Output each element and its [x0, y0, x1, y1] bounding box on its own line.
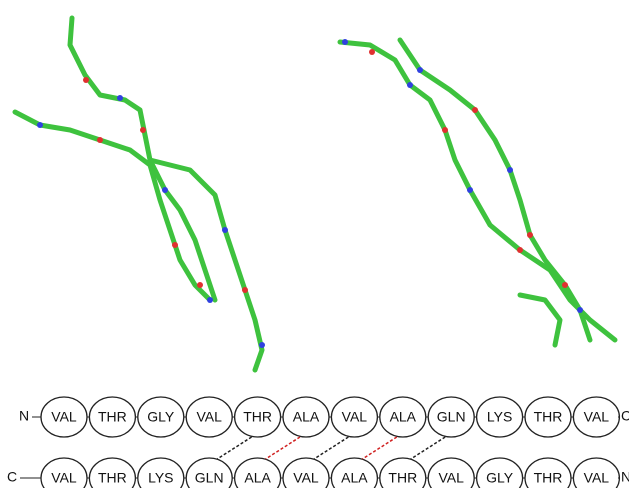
sequence-diagram: VAL THR GLY VAL THR ALA VAL ALA GLN LYS THR VAL N C VA…: [7, 396, 629, 488]
hydrogen-bond: [361, 436, 398, 460]
terminus-label: N: [621, 469, 629, 485]
residue-label: GLY: [486, 470, 514, 486]
residue-label: ALA: [390, 409, 417, 425]
right-structure: [337, 37, 618, 348]
residue-label: GLN: [195, 470, 224, 486]
residue-label: VAL: [51, 409, 77, 425]
terminus-label: C: [7, 469, 17, 485]
residue-label: VAL: [293, 470, 319, 486]
residue-label: THR: [534, 409, 563, 425]
residue-label: THR: [98, 409, 127, 425]
residue-label: VAL: [51, 470, 77, 486]
hydrogen-bond: [313, 436, 349, 460]
residue-label: VAL: [584, 470, 610, 486]
terminus-label: C: [621, 408, 629, 424]
residue-label: LYS: [148, 470, 173, 486]
residue-label: VAL: [342, 409, 368, 425]
residue-label: GLY: [147, 409, 175, 425]
residue-label: VAL: [196, 409, 222, 425]
left-structure: [12, 15, 265, 373]
residue-label: ALA: [341, 470, 368, 486]
residue-label: GLN: [437, 409, 466, 425]
residue-label: VAL: [584, 409, 610, 425]
backbone: [12, 109, 213, 303]
residue-label: ALA: [244, 470, 271, 486]
backbone: [337, 39, 618, 343]
backbone: [67, 15, 218, 303]
hydrogen-bond: [410, 436, 446, 460]
residue-label: LYS: [487, 409, 512, 425]
backbone: [147, 157, 265, 373]
residue-label: THR: [98, 470, 127, 486]
residue-label: ALA: [293, 409, 320, 425]
hydrogen-bond: [265, 436, 301, 460]
residue-label: VAL: [438, 470, 464, 486]
residue-label: THR: [534, 470, 563, 486]
hydrogen-bond: [216, 436, 253, 460]
backbone: [397, 37, 593, 343]
terminus-label: N: [19, 408, 29, 424]
residue-label: THR: [243, 409, 272, 425]
backbone: [517, 292, 563, 348]
residue-label: THR: [388, 470, 417, 486]
